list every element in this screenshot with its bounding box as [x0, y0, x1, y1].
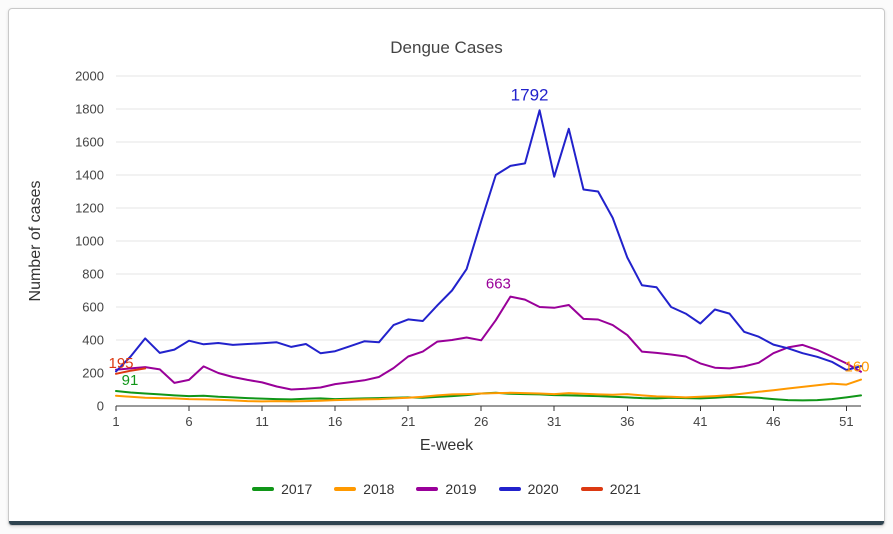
legend-label-2018: 2018 [363, 481, 395, 497]
x-tick-label: 6 [185, 414, 192, 429]
legend-item-2020[interactable]: 2020 [498, 481, 559, 497]
x-tick-label: 16 [328, 414, 342, 429]
y-tick-label: 1200 [75, 201, 104, 216]
x-tick-label: 26 [474, 414, 488, 429]
y-tick-label: 1600 [75, 135, 104, 150]
x-tick-label: 36 [620, 414, 634, 429]
annotation-663: 663 [486, 276, 511, 293]
y-tick-label: 0 [97, 399, 104, 414]
x-tick-label: 1 [112, 414, 119, 429]
legend-item-2021[interactable]: 2021 [580, 481, 641, 497]
x-tick-label: 46 [766, 414, 780, 429]
x-tick-label: 51 [839, 414, 853, 429]
legend-swatch-2021 [580, 487, 603, 491]
y-tick-label: 2000 [75, 69, 104, 84]
legend-label-2019: 2019 [445, 481, 477, 497]
x-tick-label: 41 [693, 414, 707, 429]
annotation-195: 195 [108, 355, 133, 372]
legend-swatch-2020 [498, 487, 521, 491]
x-tick-label: 11 [255, 414, 269, 429]
chart-legend: 2017 2018 2019 2020 2021 [9, 481, 884, 497]
annotation-160: 160 [844, 359, 869, 376]
chart-card: Dengue Cases Number of cases 0 200 400 600 8… [8, 8, 885, 526]
legend-item-2019[interactable]: 2019 [416, 481, 477, 497]
legend-label-2017: 2017 [281, 481, 313, 497]
x-tick-label: 31 [547, 414, 561, 429]
series-line-2018 [115, 378, 862, 403]
series-line-2020 [115, 109, 862, 373]
annotation-1792: 1792 [511, 85, 549, 104]
legend-item-2018[interactable]: 2018 [334, 481, 394, 497]
y-tick-label: 800 [82, 267, 104, 282]
bottom-bar [9, 521, 884, 525]
y-tick-label: 400 [82, 333, 104, 348]
y-tick-label: 200 [82, 366, 104, 381]
legend-label-2021: 2021 [609, 481, 641, 497]
series-line-2019 [115, 295, 862, 391]
y-tick-label: 1400 [75, 168, 104, 183]
legend-item-2017[interactable]: 2017 [252, 481, 312, 497]
legend-swatch-2018 [334, 487, 357, 491]
x-axis-title: E-week [419, 437, 474, 454]
annotation-91: 91 [122, 372, 139, 389]
x-tick-label: 21 [401, 414, 415, 429]
y-tick-label: 1800 [75, 102, 104, 117]
legend-swatch-2019 [416, 487, 439, 491]
series-line-2021 [115, 367, 147, 375]
chart-title: Dengue Cases [390, 38, 503, 57]
y-tick-label: 1000 [75, 234, 104, 249]
legend-label-2020: 2020 [527, 481, 559, 497]
y-tick-label: 600 [82, 300, 104, 315]
legend-swatch-2017 [252, 487, 275, 491]
